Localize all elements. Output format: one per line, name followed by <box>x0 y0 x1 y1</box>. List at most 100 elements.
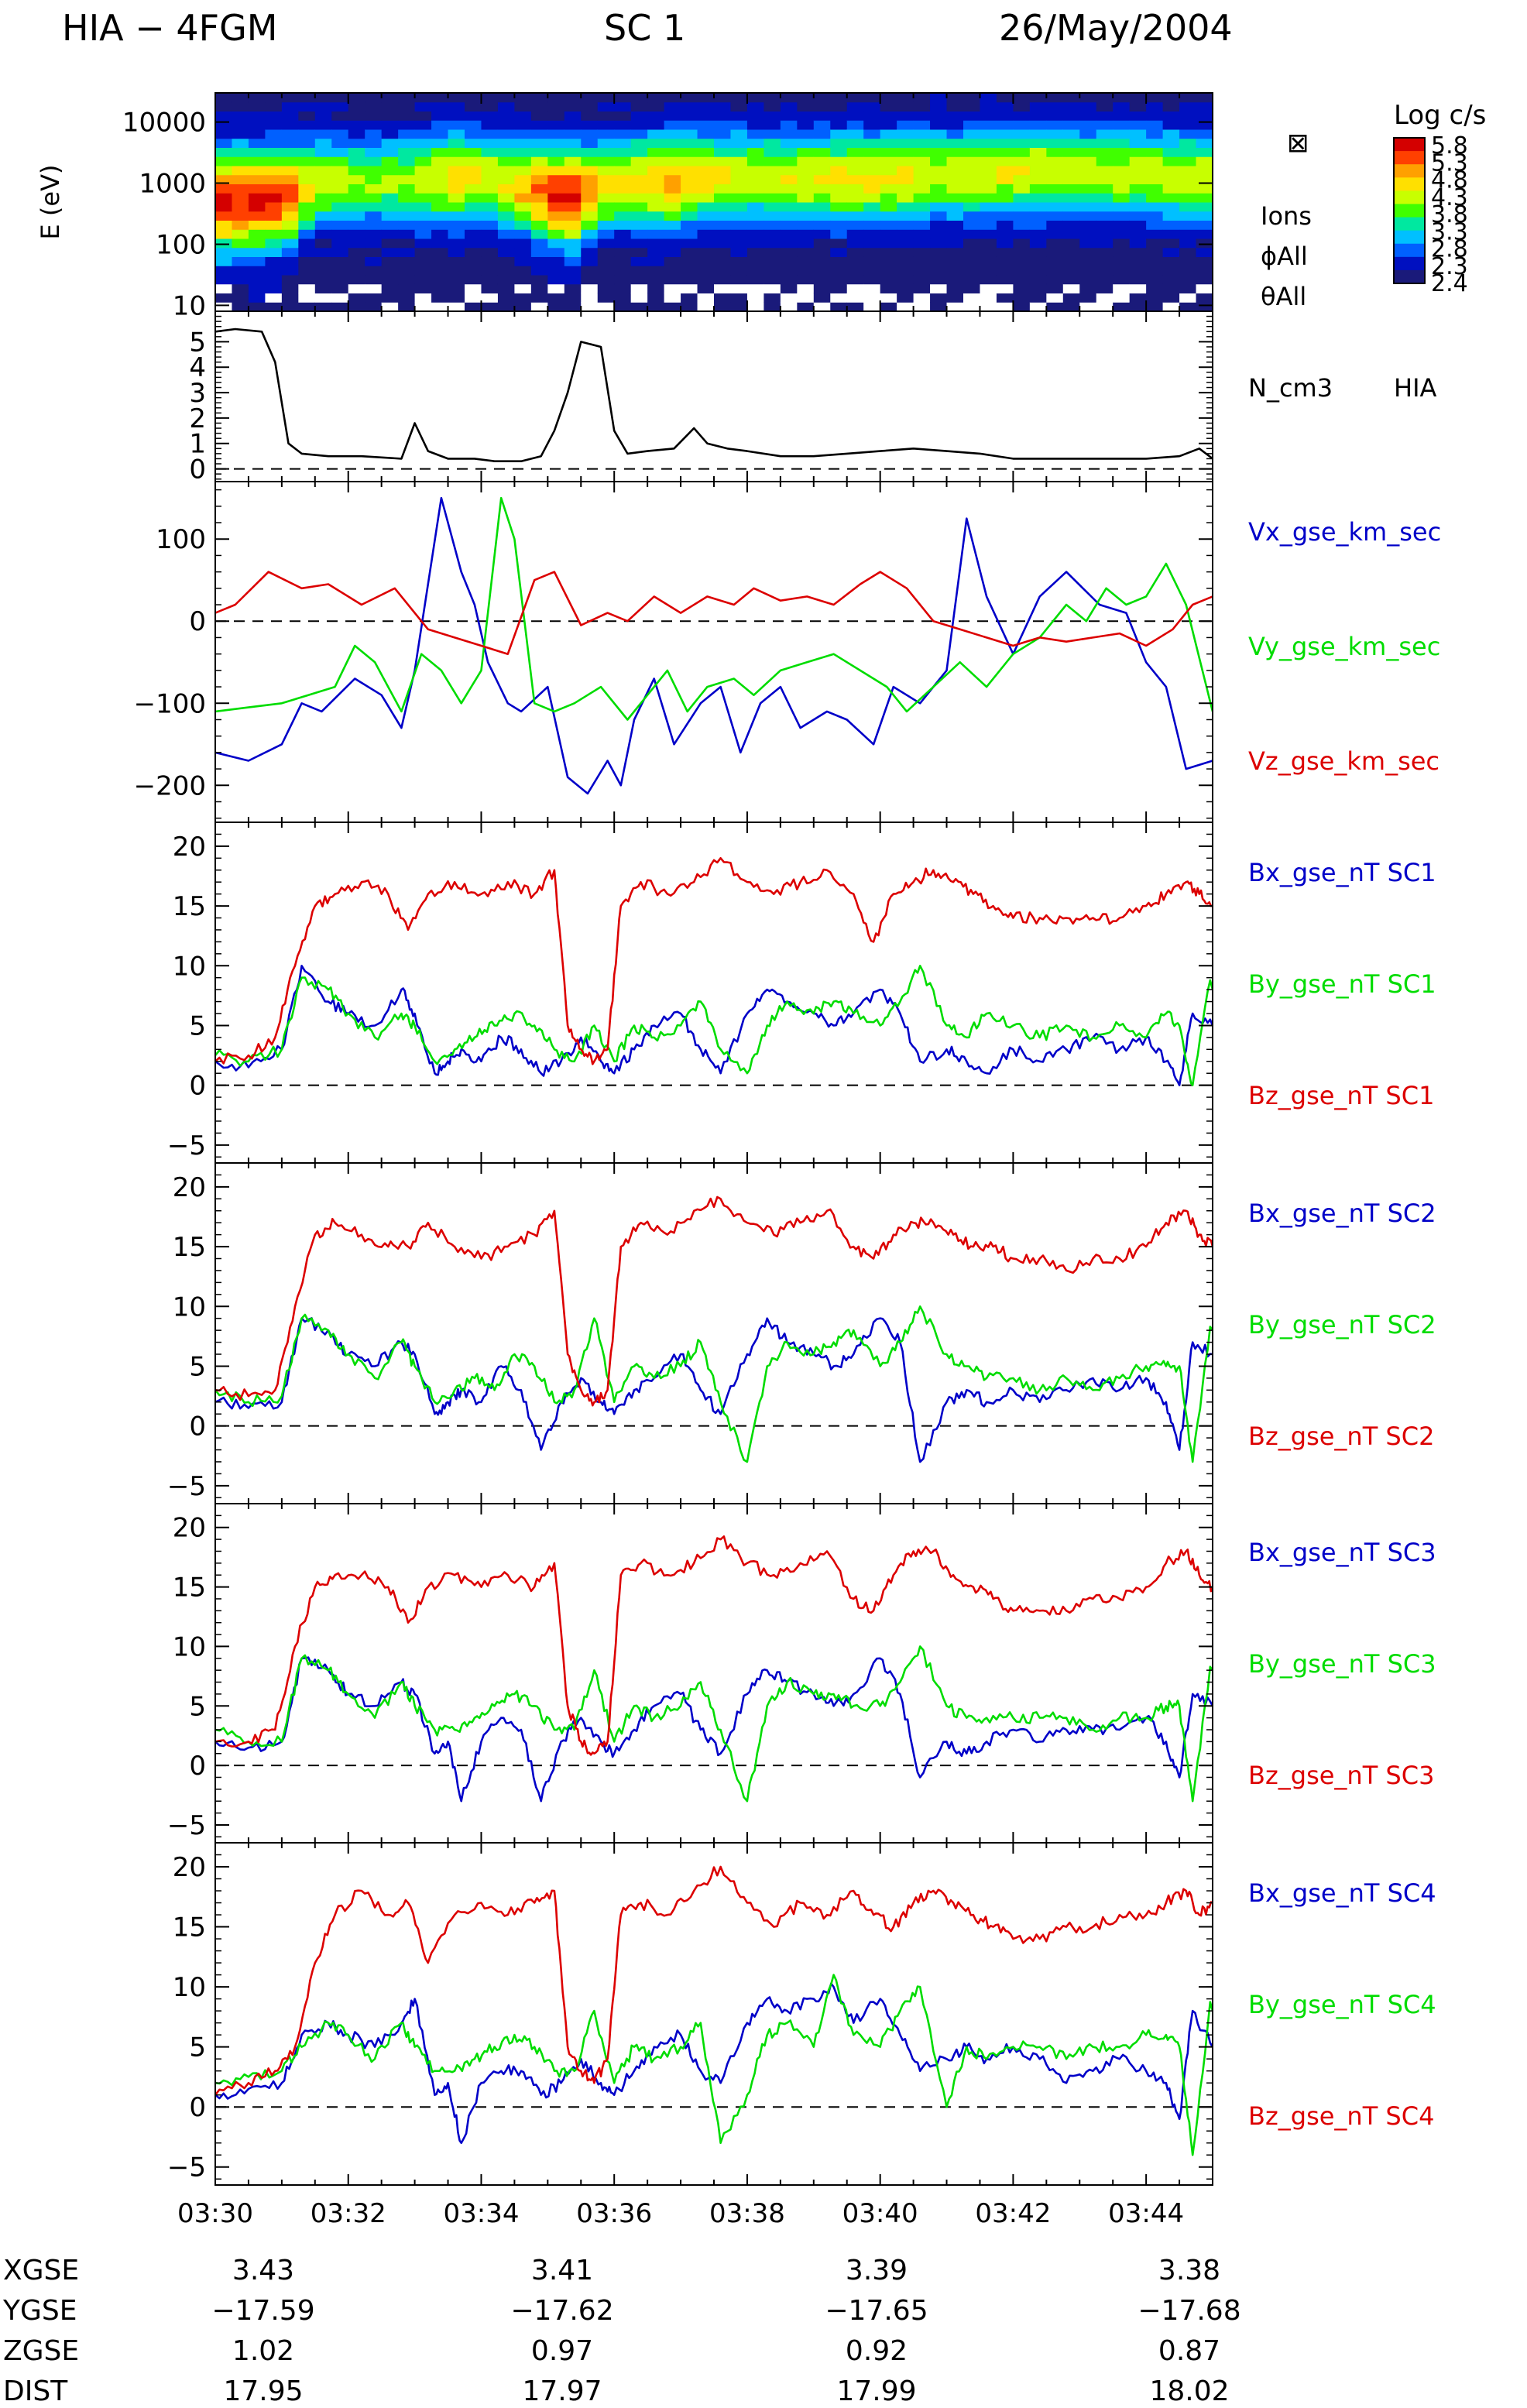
heatmap-cell <box>780 166 798 176</box>
heatmap-cell <box>946 293 964 303</box>
heatmap-cell <box>1196 275 1213 285</box>
heatmap-cell <box>913 302 931 312</box>
heatmap-cell <box>265 266 283 276</box>
series-label: Vx_gse_km_sec <box>1248 517 1441 547</box>
y-tick-label: 1 <box>189 429 206 460</box>
y-tick-label: −5 <box>167 1471 206 1502</box>
heatmap-cell <box>547 293 565 303</box>
heatmap-cell <box>647 275 665 285</box>
heatmap-cell <box>930 266 948 276</box>
heatmap-cell <box>414 283 432 293</box>
y-tick-label: 10 <box>173 1291 206 1322</box>
heatmap-cell <box>514 193 532 203</box>
heatmap-cell <box>830 147 848 157</box>
heatmap-cell <box>265 147 283 157</box>
heatmap-cell <box>348 283 365 293</box>
ephemeris-value: 17.99 <box>836 2375 916 2407</box>
heatmap-cell <box>647 302 665 312</box>
heatmap-cell <box>1129 184 1147 194</box>
heatmap-cell <box>381 283 399 293</box>
heatmap-cell <box>1179 174 1197 184</box>
heatmap-cell <box>897 93 914 103</box>
heatmap-cell <box>930 211 948 221</box>
y-tick-label: 5 <box>189 1351 206 1382</box>
heatmap-cell <box>1013 202 1031 212</box>
heatmap-cell <box>1129 229 1147 239</box>
heatmap-cell <box>913 138 931 148</box>
heatmap-cell <box>930 93 948 103</box>
heatmap-cell <box>398 111 416 121</box>
heatmap-cell <box>730 256 748 266</box>
heatmap-cell <box>863 266 881 276</box>
heatmap-cell <box>714 266 731 276</box>
heatmap-cell <box>946 202 964 212</box>
heatmap-cell <box>465 111 482 121</box>
heatmap-cell <box>1079 229 1097 239</box>
heatmap-cell <box>697 156 715 166</box>
heatmap-cell <box>996 120 1014 130</box>
heatmap-cell <box>514 129 532 139</box>
heatmap-cell <box>880 166 897 176</box>
heatmap-cell <box>232 202 249 212</box>
heatmap-cell <box>780 220 798 230</box>
heatmap-cell <box>664 220 681 230</box>
heatmap-cell <box>564 247 582 257</box>
y-tick-label: 20 <box>173 1172 206 1203</box>
colorbar-tick-label: 2.4 <box>1431 270 1468 297</box>
heatmap-cell <box>714 238 731 249</box>
heatmap-cell <box>1079 247 1097 257</box>
series-line <box>215 571 1213 655</box>
heatmap-cell <box>797 147 815 157</box>
heatmap-cell <box>730 283 748 293</box>
heatmap-cell <box>547 147 565 157</box>
heatmap-cell <box>813 120 831 130</box>
heatmap-cell <box>746 156 764 166</box>
heatmap-cell <box>530 211 548 221</box>
heatmap-cell <box>248 193 266 203</box>
heatmap-cell <box>614 293 632 303</box>
heatmap-cell <box>281 138 299 148</box>
heatmap-cell <box>514 229 532 239</box>
heatmap-cell <box>530 266 548 276</box>
heatmap-cell <box>980 229 997 239</box>
heatmap-cell <box>514 138 532 148</box>
heatmap-cell <box>1029 256 1047 266</box>
heatmap-cell <box>1079 120 1097 130</box>
heatmap-cell <box>813 229 831 239</box>
heatmap-cell <box>381 156 399 166</box>
heatmap-cell <box>797 138 815 148</box>
header-center: SC 1 <box>604 7 685 49</box>
heatmap-cell <box>530 147 548 157</box>
heatmap-cell <box>1013 256 1031 266</box>
heatmap-cell <box>980 166 997 176</box>
heatmap-cell <box>298 93 316 103</box>
heatmap-cell <box>764 256 781 266</box>
y-tick-label: 20 <box>173 1513 206 1544</box>
heatmap-cell <box>298 247 316 257</box>
heatmap-cell <box>714 129 731 139</box>
heatmap-cell <box>530 193 548 203</box>
heatmap-cell <box>1029 302 1047 312</box>
heatmap-cell <box>963 166 980 176</box>
heatmap-cell <box>365 93 383 103</box>
heatmap-cell <box>913 283 931 293</box>
heatmap-cell <box>232 156 249 166</box>
heatmap-cell <box>248 247 266 257</box>
heatmap-cell <box>597 275 615 285</box>
heatmap-cell <box>398 156 416 166</box>
heatmap-cell <box>897 138 914 148</box>
ephemeris-value: 3.39 <box>846 2255 908 2286</box>
heatmap-cell <box>331 283 349 293</box>
heatmap-cell <box>314 302 332 312</box>
heatmap-cell <box>365 111 383 121</box>
y-tick-label: 5 <box>189 1691 206 1722</box>
heatmap-cell <box>1162 166 1180 176</box>
heatmap-cell <box>232 238 249 249</box>
heatmap-cell <box>764 193 781 203</box>
heatmap-cell <box>281 211 299 221</box>
heatmap-cell <box>1146 101 1164 111</box>
heatmap-cell <box>547 184 565 194</box>
heatmap-cell <box>497 229 515 239</box>
heatmap-cell <box>681 120 698 130</box>
heatmap-cell <box>897 220 914 230</box>
